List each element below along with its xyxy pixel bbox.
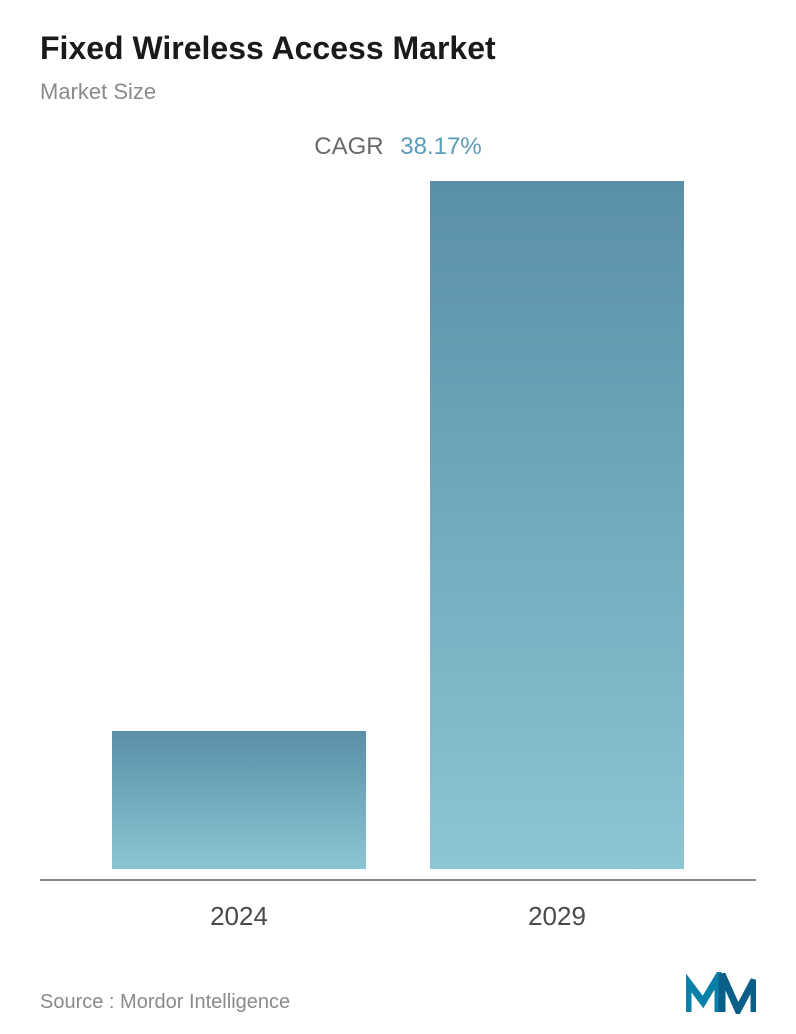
source-text: Source : Mordor Intelligence <box>40 991 290 1014</box>
chart-subtitle: Market Size <box>40 79 756 105</box>
chart-footer: Source : Mordor Intelligence <box>40 932 756 1014</box>
x-label-1: 2029 <box>430 901 684 932</box>
bar-wrapper-1 <box>430 181 684 869</box>
bar-wrapper-0 <box>112 181 366 869</box>
chart-plot-area <box>40 181 756 881</box>
cagr-label: CAGR <box>314 133 383 160</box>
mordor-logo-icon <box>686 972 756 1014</box>
chart-container: Fixed Wireless Access Market Market Size… <box>0 0 796 1034</box>
bar-2024 <box>112 731 366 869</box>
cagr-value: 38.17% <box>400 133 481 160</box>
x-label-0: 2024 <box>112 901 366 932</box>
cagr-row: CAGR 38.17% <box>40 133 756 161</box>
chart-title: Fixed Wireless Access Market <box>40 30 756 67</box>
bar-2029 <box>430 181 684 869</box>
x-axis-labels: 2024 2029 <box>40 881 756 932</box>
